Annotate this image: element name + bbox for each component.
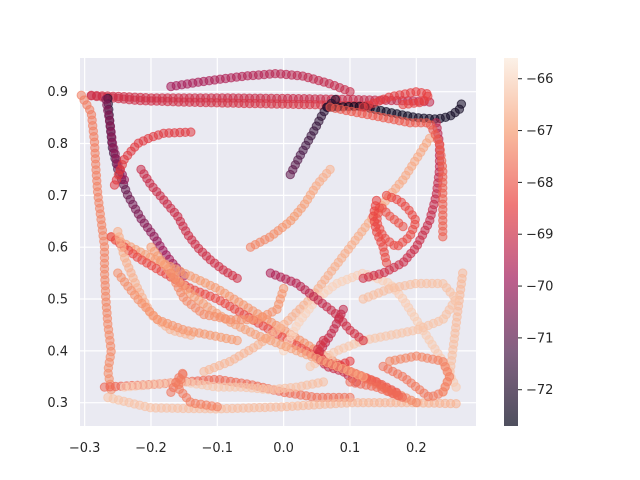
data-point [325,164,335,175]
y-tick-label: 0.7 [47,189,68,204]
data-point [385,356,395,366]
colorbar: −72 −71 −70 −69 −68 −67 −66 [504,58,553,426]
data-points [76,69,468,414]
colorbar-tick-label: −69 [526,228,553,243]
data-point [232,335,242,346]
colorbar-tick-label: −67 [526,124,553,139]
data-point [186,127,196,137]
data-point [305,361,315,372]
x-axis: −0.3 −0.2 −0.1 0.0 0.1 0.2 [69,441,427,456]
y-tick-label: 0.6 [47,241,68,256]
colorbar-tick-label: −68 [526,176,553,191]
y-tick-label: 0.4 [47,344,68,359]
data-point [199,366,209,377]
y-tick-label: 0.5 [47,293,68,308]
x-tick-label: 0.1 [340,441,361,456]
colorbar-tick-label: −71 [526,331,553,346]
colorbar-gradient [504,58,518,426]
data-point [456,99,467,109]
data-point [411,398,421,408]
colorbar-tick-label: −72 [526,383,553,398]
colorbar-tick-label: −70 [526,280,553,295]
data-point [398,99,408,110]
data-point [358,372,368,382]
data-point [398,221,408,232]
x-tick-label: 0.0 [273,441,294,456]
y-axis: 0.3 0.4 0.5 0.6 0.7 0.8 0.9 [47,85,68,411]
x-tick-label: −0.3 [69,441,101,456]
x-tick-label: −0.2 [135,441,167,456]
x-tick-label: 0.2 [406,441,427,456]
data-point [358,273,368,283]
data-point [285,169,295,180]
data-point [345,377,355,387]
y-tick-label: 0.3 [47,396,68,411]
data-point [278,283,289,294]
data-point [438,232,448,242]
data-point [345,356,355,366]
data-point [358,335,368,346]
data-point [212,402,223,412]
data-point [232,273,242,283]
colorbar-tick-label: −66 [526,72,553,87]
x-tick-label: −0.1 [202,441,234,456]
y-tick-label: 0.9 [47,85,68,100]
y-tick-label: 0.8 [47,137,68,152]
data-point [451,399,461,409]
data-point [318,377,329,387]
data-point [345,87,355,97]
